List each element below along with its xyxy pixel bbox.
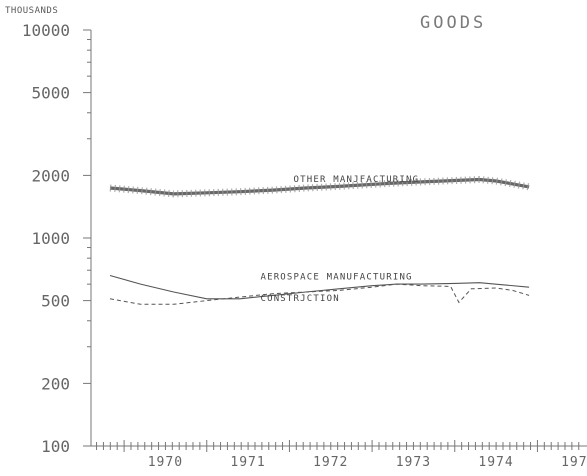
y-tick-label: 200 (41, 374, 70, 393)
x-tick-label: 1975 (561, 455, 587, 470)
axis-ticks (83, 29, 580, 452)
series-line-construction (109, 283, 530, 305)
y-tick-label: 500 (41, 292, 70, 311)
series-labels: OTHER MANJFACTURING AEROSPACE MANUFACTURI… (260, 175, 420, 304)
x-tick-label: 1971 (230, 455, 265, 470)
series-label: OTHER MANJFACTURING (294, 175, 420, 185)
x-tick-label: 1972 (313, 455, 348, 470)
series-label: CONSTRJCTION (260, 294, 339, 304)
x-tick-label: 1970 (148, 455, 183, 470)
series-label: AEROSPACE MANUFACTURING (260, 272, 412, 282)
series-markers-other-manufacturing (109, 175, 530, 198)
y-tick-label: 2000 (31, 166, 70, 185)
chart-title: GOODS (420, 13, 486, 33)
y-tick-label: 5000 (31, 84, 70, 103)
y-tick-label: 100 (41, 437, 70, 456)
y-tick-label: 1000 (31, 229, 70, 248)
x-tick-label: 1974 (478, 455, 513, 470)
series-lines (109, 175, 530, 305)
x-tick-labels: 1970 1971 1972 1973 1974 1975 (148, 455, 587, 470)
y-tick-label: 10000 (22, 21, 70, 40)
y-tick-labels: 10000 5000 2000 1000 500 200 100 (22, 21, 70, 456)
x-tick-label: 1973 (396, 455, 431, 470)
units-label: THOUSANDS (5, 6, 58, 16)
series-line-aerospace-manufacturing (109, 274, 530, 300)
